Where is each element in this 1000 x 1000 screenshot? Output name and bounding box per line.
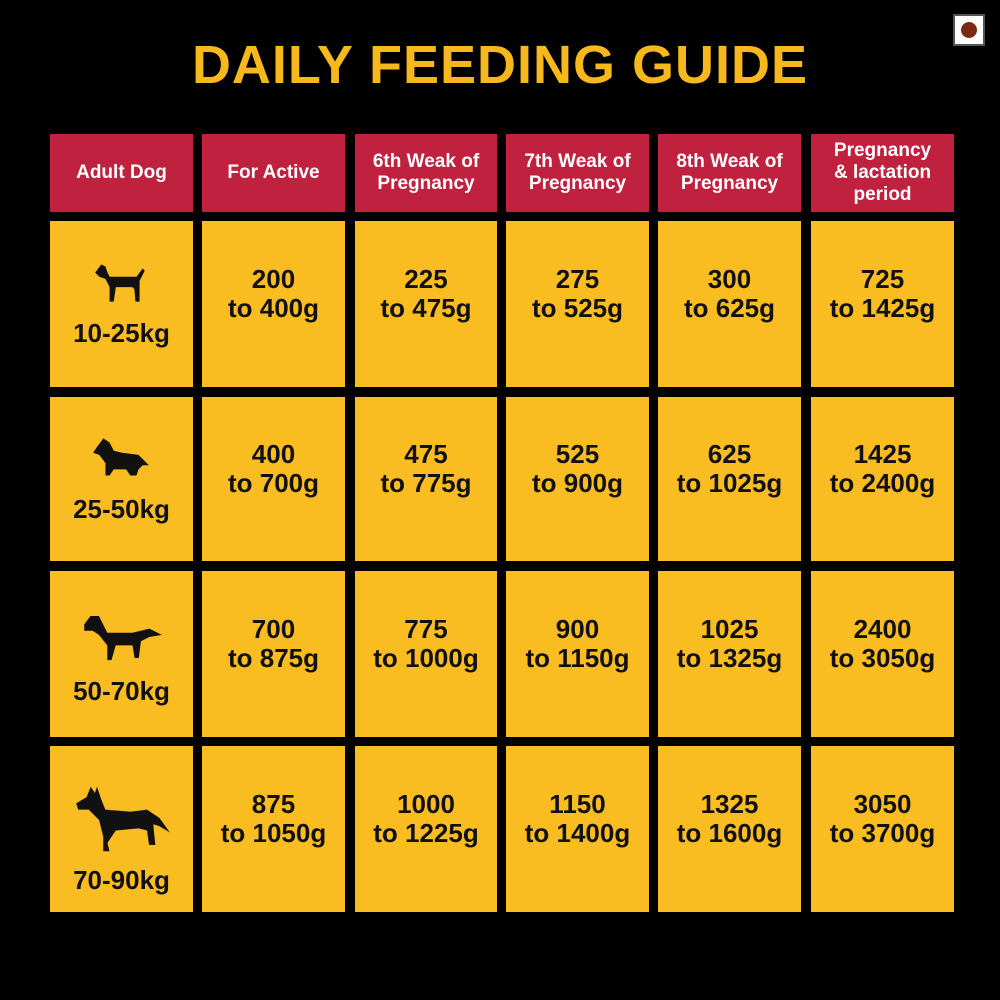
text-line: to 1050g	[220, 818, 327, 848]
text-line: 525	[555, 439, 600, 469]
weight-label: 10-25kg	[73, 318, 170, 348]
text-line: to 3050g	[829, 643, 936, 673]
text-line: 475	[404, 439, 448, 469]
weight-cell: 10-25kg	[50, 221, 193, 387]
header-cell: Adult Dog	[50, 134, 193, 212]
header-cell: For Active	[202, 134, 345, 212]
text-line: 2400	[853, 614, 912, 644]
text-line: 1150	[549, 789, 606, 819]
text-line: 900	[555, 614, 600, 644]
feeding-cell: 1425 to 2400g	[811, 397, 954, 561]
feeding-cell: 275 to 525g	[506, 221, 649, 387]
text-line: to 1025g	[676, 468, 783, 498]
text-line: 625	[707, 439, 752, 469]
feeding-cell: 475 to 775g	[355, 397, 497, 561]
feeding-cell: 725 to 1425g	[811, 221, 954, 387]
text-line: 725	[860, 264, 905, 294]
text-line: 275	[555, 264, 600, 294]
feeding-cell: 775 to 1000g	[355, 571, 497, 737]
text-line: to 400g	[227, 293, 320, 323]
text-line: to 525g	[531, 293, 624, 323]
text-line: Pregnancy	[833, 140, 932, 161]
feeding-cell: 1325 to 1600g	[658, 746, 801, 912]
dog-icon	[72, 784, 172, 866]
text-line: 1325	[700, 789, 759, 819]
text-line: 400	[251, 439, 296, 469]
weight-cell: 25-50kg	[50, 397, 193, 561]
feeding-cell: 700 to 875g	[202, 571, 345, 737]
text-line: 8th Weak of	[676, 151, 783, 172]
weight-cell: 50-70kg	[50, 571, 193, 737]
text-line: to 3700g	[829, 818, 936, 848]
feeding-cell: 3050 to 3700g	[811, 746, 954, 912]
text-line: to 1425g	[829, 293, 936, 323]
text-line: Pregnancy	[680, 173, 779, 194]
text-line: to 1225g	[373, 818, 479, 848]
text-line: 1025	[700, 614, 759, 644]
text-line: 875	[251, 789, 296, 819]
text-line: 7th Weak of	[524, 151, 631, 172]
feeding-cell: 200 to 400g	[202, 221, 345, 387]
text-line: Pregnancy	[528, 173, 627, 194]
text-line: 200	[251, 264, 296, 294]
text-line: to 2400g	[829, 468, 936, 498]
text-line: to 1600g	[676, 818, 783, 848]
header-cell: 8th Weak of Pregnancy	[658, 134, 801, 212]
badge-icon	[953, 14, 985, 46]
text-line: period	[853, 184, 912, 205]
weight-label: 50-70kg	[73, 676, 170, 706]
feeding-cell: 300 to 625g	[658, 221, 801, 387]
feeding-cell: 400 to 700g	[202, 397, 345, 561]
text-line: For Active	[227, 162, 320, 183]
text-line: to 900g	[531, 468, 624, 498]
text-line: to 1000g	[373, 643, 479, 673]
text-line: Pregnancy	[377, 173, 475, 194]
text-line: 1425	[853, 439, 912, 469]
text-line: Adult Dog	[76, 162, 167, 183]
text-line: to 1150g	[525, 643, 630, 673]
text-line: 3050	[853, 789, 912, 819]
dog-icon	[91, 435, 153, 495]
dog-icon	[80, 609, 164, 677]
text-line: 6th Weak of	[372, 151, 480, 172]
feeding-cell: 1150 to 1400g	[506, 746, 649, 912]
header-cell: 6th Weak of Pregnancy	[355, 134, 497, 212]
text-line: 1000	[397, 789, 455, 819]
header-cell: 7th Weak of Pregnancy	[506, 134, 649, 212]
text-line: to 475g	[380, 293, 472, 323]
feeding-cell: 875 to 1050g	[202, 746, 345, 912]
title: DAILY FEEDING GUIDE	[191, 35, 809, 95]
text-line: to 1325g	[676, 643, 783, 673]
feeding-cell: 1025 to 1325g	[658, 571, 801, 737]
text-line: to 625g	[683, 293, 776, 323]
text-line: to 775g	[380, 468, 472, 498]
weight-label: 70-90kg	[73, 865, 170, 895]
text-line: 700	[251, 614, 296, 644]
feeding-cell: 525 to 900g	[506, 397, 649, 561]
feeding-cell: 1000 to 1225g	[355, 746, 497, 912]
weight-cell: 70-90kg	[50, 746, 193, 912]
weight-label: 25-50kg	[73, 494, 170, 524]
text-line: 775	[404, 614, 448, 644]
dog-icon	[91, 259, 153, 319]
badge-dot	[961, 22, 977, 38]
feeding-cell: 225 to 475g	[355, 221, 497, 387]
text-line: 225	[404, 264, 448, 294]
feeding-cell: 625 to 1025g	[658, 397, 801, 561]
text-line: to 1400g	[524, 818, 631, 848]
feeding-cell: 2400 to 3050g	[811, 571, 954, 737]
feeding-cell: 900 to 1150g	[506, 571, 649, 737]
text-line: to 875g	[227, 643, 320, 673]
header-cell: Pregnancy & lactation period	[811, 134, 954, 212]
text-line: & lactation	[833, 162, 932, 183]
text-line: 300	[707, 264, 752, 294]
text-line: to 700g	[227, 468, 320, 498]
